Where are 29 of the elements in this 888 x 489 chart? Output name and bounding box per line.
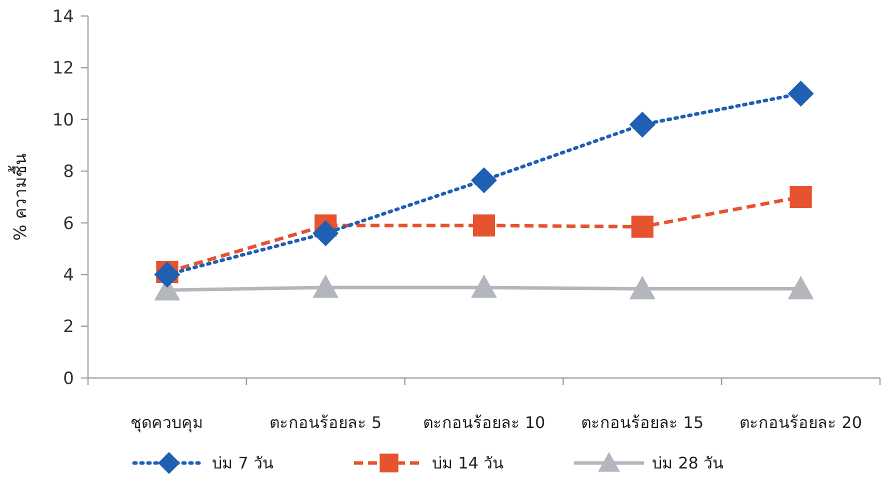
y-tick-label: 4 [63,266,74,286]
x-tick-label: ตะกอนร้อยละ 5 [269,413,382,432]
point [471,167,497,194]
point [471,274,497,298]
y-tick-label: 10 [52,110,74,130]
point [472,214,496,236]
y-tick-label: 6 [63,214,74,234]
y-tick-label: 8 [63,162,74,182]
x-tick-label: ตะกอนร้อยละ 10 [422,413,546,432]
y-tick-label: 12 [52,58,74,79]
y-axis-title: % ความชื้น [8,153,31,241]
x-tick-label: ตะกอนร้อยละ 15 [581,413,704,432]
legend-label: บ่ม 7 วัน [212,454,274,473]
point [631,216,654,238]
y-tick-label: 14 [52,6,74,27]
x-tick-label: ชุดควบคุม [130,413,204,433]
x-tick-label: ตะกอนร้อยละ 20 [740,413,862,432]
point [788,276,814,300]
point [312,274,339,298]
legend-label: บ่ม 28 วัน [652,454,724,473]
point [629,276,656,300]
point [154,262,180,288]
point [629,112,656,138]
y-tick-label: 0 [63,368,74,389]
point [788,80,814,107]
point [312,220,339,246]
legend-label: บ่ม 14 วัน [432,454,504,473]
y-tick-label: 2 [63,317,74,338]
point [790,186,812,208]
